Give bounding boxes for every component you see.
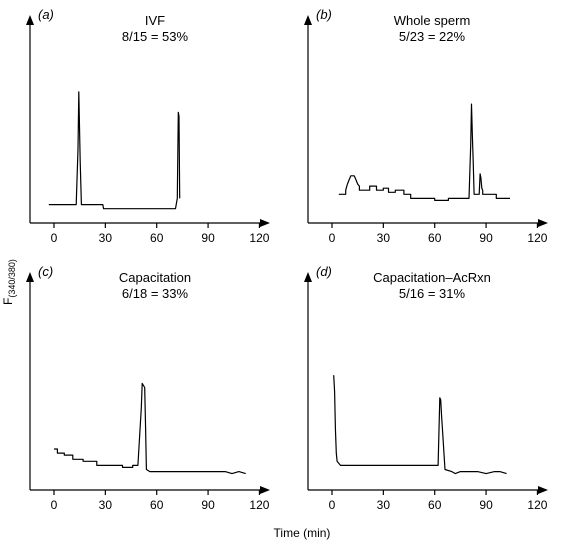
x-tick-label: 90 xyxy=(201,498,215,512)
y-axis-arrow xyxy=(304,272,312,282)
panel-letter: (b) xyxy=(316,7,332,22)
y-axis-label-sub: (340/380) xyxy=(7,259,17,298)
panel-letter: (c) xyxy=(38,264,53,279)
panel-letter: (a) xyxy=(38,7,54,22)
x-axis-arrow xyxy=(538,486,548,494)
y-axis-arrow xyxy=(26,15,34,25)
y-axis-arrow xyxy=(304,15,312,25)
x-axis-label: Time (min) xyxy=(274,526,331,540)
x-tick-label: 30 xyxy=(99,231,113,245)
x-tick-label: 30 xyxy=(377,498,391,512)
x-tick-label: 0 xyxy=(51,498,58,512)
x-tick-label: 0 xyxy=(329,231,336,245)
calcium-trace-line xyxy=(54,382,246,475)
x-axis-arrow xyxy=(260,486,270,494)
x-tick-label: 0 xyxy=(329,498,336,512)
panel-subtitle: 6/18 = 33% xyxy=(122,286,189,301)
y-axis-arrow xyxy=(26,272,34,282)
x-tick-label: 120 xyxy=(527,498,547,512)
panel-title: Capacitation xyxy=(119,270,191,285)
calcium-trace-line xyxy=(338,103,510,201)
x-tick-label: 90 xyxy=(201,231,215,245)
panel-title: Capacitation–AcRxn xyxy=(373,270,491,285)
x-tick-label: 90 xyxy=(479,231,493,245)
x-tick-label: 60 xyxy=(428,498,442,512)
x-tick-label: 60 xyxy=(150,498,164,512)
panel-letter: (d) xyxy=(316,264,332,279)
x-tick-label: 0 xyxy=(51,231,58,245)
calcium-trace-line xyxy=(333,375,507,475)
panel-subtitle: 5/16 = 31% xyxy=(399,286,466,301)
x-tick-label: 90 xyxy=(479,498,493,512)
y-axis-label: F(340/380) xyxy=(1,259,17,305)
panel-title: Whole sperm xyxy=(394,13,471,28)
x-tick-label: 120 xyxy=(527,231,547,245)
y-axis-label-main: F xyxy=(1,298,15,305)
panel-subtitle: 5/23 = 22% xyxy=(399,29,466,44)
x-tick-label: 30 xyxy=(99,498,113,512)
x-tick-label: 30 xyxy=(377,231,391,245)
panel-title: IVF xyxy=(145,13,165,28)
x-axis-arrow xyxy=(538,219,548,227)
calcium-trace-line xyxy=(48,91,181,210)
x-axis-arrow xyxy=(260,219,270,227)
x-tick-label: 120 xyxy=(249,498,269,512)
x-tick-label: 60 xyxy=(428,231,442,245)
panel-subtitle: 8/15 = 53% xyxy=(122,29,189,44)
x-tick-label: 60 xyxy=(150,231,164,245)
x-tick-label: 120 xyxy=(249,231,269,245)
